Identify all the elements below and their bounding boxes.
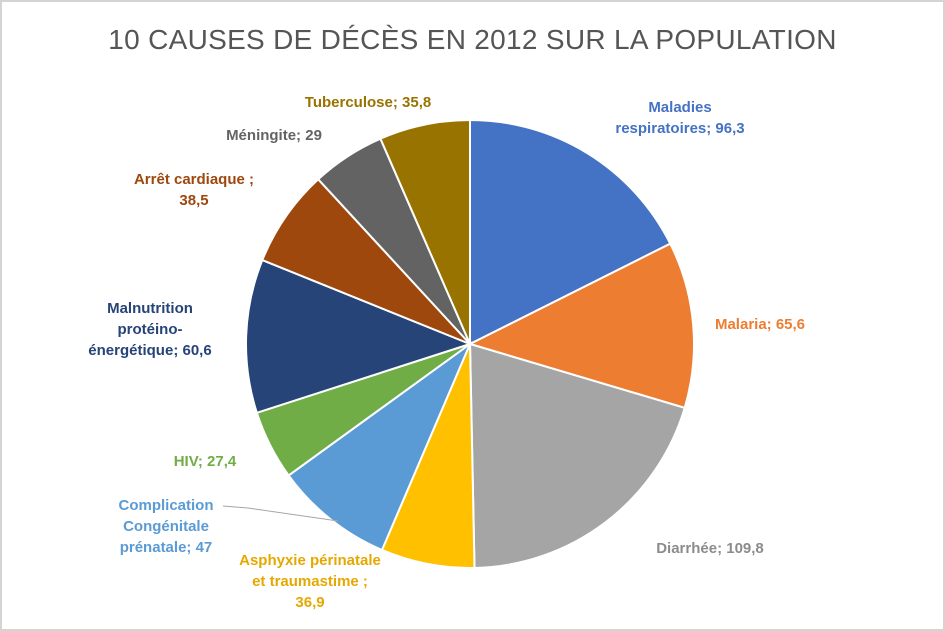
data-label: Maladies respiratoires; 96,3: [615, 99, 744, 137]
data-label-line: Asphyxie périnatale: [239, 552, 381, 569]
data-label-line: Tuberculose; 35,8: [305, 94, 431, 111]
data-label-line: Complication: [118, 497, 213, 514]
pie-slice-malaria: [467, 242, 695, 410]
data-label: Complication Congénitale prénatale; 47: [118, 497, 213, 556]
chart-title: 10 CAUSES DE DÉCÈS EN 2012 SUR LA POPULA…: [108, 24, 837, 55]
data-label-line: Maladies: [648, 99, 711, 116]
data-label-line: protéino-: [118, 321, 183, 338]
data-label-line: Diarrhée; 109,8: [656, 540, 764, 557]
data-label: Arrêt cardiaque ; 38,5: [134, 171, 254, 209]
data-label-line: Malnutrition: [107, 300, 193, 317]
slice-labels: Maladies respiratoires; 96,3 Malaria; 65,6…: [88, 94, 805, 611]
leader-line: [222, 505, 339, 522]
data-label-line: Malaria; 65,6: [715, 316, 805, 333]
data-label-line: énergétique; 60,6: [88, 342, 211, 359]
data-label: HIV; 27,4: [174, 453, 237, 470]
data-label-line: Arrêt cardiaque ;: [134, 171, 254, 188]
data-label-line: Méningite; 29: [226, 127, 322, 144]
data-label: Diarrhée; 109,8: [656, 540, 764, 557]
leader-lines: [222, 505, 339, 522]
data-label-line: et traumastime ;: [252, 573, 368, 590]
data-label-line: prénatale; 47: [120, 539, 213, 556]
data-label: Asphyxie périnatale et traumastime ; 36,9: [239, 552, 381, 611]
pie-slice-tuberculose: [379, 118, 471, 345]
pie-slice-malnutrition-proteino-energetique: [245, 258, 473, 415]
pie-slice-complication-congenitale-prenatale: [287, 341, 473, 552]
data-label: Malnutrition protéino-énergétique; 60,6: [88, 300, 211, 359]
data-label-line: 36,9: [295, 594, 324, 611]
data-label-line: HIV; 27,4: [174, 453, 237, 470]
data-label: Méningite; 29: [226, 127, 322, 144]
pie-slices: [245, 118, 695, 569]
data-label: Tuberculose; 35,8: [305, 94, 431, 111]
pie-slice-maladies-respiratoires: [469, 118, 672, 346]
data-label: Malaria; 65,6: [715, 316, 805, 333]
pie-slice-diarrhee: [468, 342, 686, 569]
data-label-line: 38,5: [179, 192, 208, 209]
data-label-line: Congénitale: [123, 518, 209, 535]
data-label-line: respiratoires; 96,3: [615, 120, 744, 137]
